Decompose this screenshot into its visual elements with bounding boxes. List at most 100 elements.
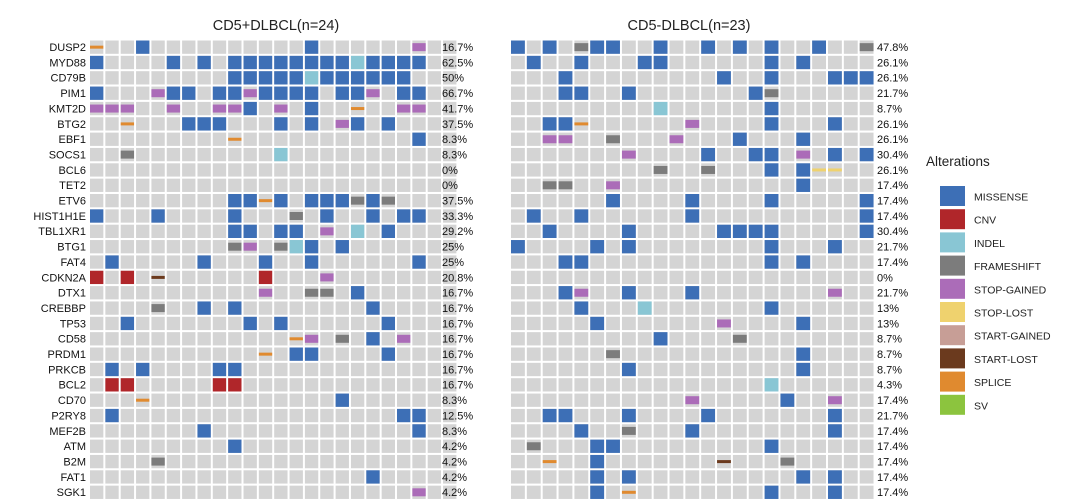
heatmap-cell	[748, 55, 763, 70]
heatmap-cell	[653, 362, 668, 377]
heatmap-cell	[685, 378, 700, 392]
heatmap-cell	[606, 362, 620, 377]
heatmap-row: 17.4%	[511, 424, 908, 438]
heatmap-cell	[621, 117, 636, 131]
heatmap-cell	[182, 101, 196, 116]
heatmap-cell	[748, 194, 763, 208]
heatmap-cell	[542, 209, 557, 223]
legend-label: START-GAINED	[974, 331, 1051, 343]
heatmap-cell	[197, 439, 211, 453]
heatmap-cell	[717, 132, 731, 146]
heatmap-cell	[197, 132, 211, 146]
heatmap-cell	[443, 240, 457, 254]
heatmap-cell	[304, 378, 319, 392]
heatmap-cell	[653, 316, 668, 331]
heatmap-cell	[859, 347, 874, 361]
alteration-mark-missense	[412, 209, 426, 223]
heatmap-cell	[228, 147, 242, 162]
heatmap-cell	[796, 424, 811, 438]
heatmap-cell	[669, 378, 684, 392]
heatmap-cell	[258, 439, 273, 453]
alteration-mark-missense	[197, 255, 211, 269]
heatmap-cell	[320, 117, 334, 131]
heatmap-row: 47.8%	[511, 40, 908, 54]
heatmap-cell	[812, 209, 826, 223]
alteration-mark-missense	[304, 40, 319, 54]
heatmap-cell	[427, 194, 442, 208]
heatmap-cell	[732, 240, 747, 254]
heatmap-cell	[812, 178, 826, 192]
heatmap-cell	[637, 393, 652, 407]
legend-swatch-indel	[940, 232, 965, 253]
heatmap-cell	[542, 439, 557, 453]
alteration-mark-stop-gained	[669, 135, 684, 144]
alteration-mark-missense	[412, 424, 426, 438]
heatmap-cell	[637, 147, 652, 162]
alteration-mark-missense	[574, 209, 589, 223]
percentage-label: 0%	[877, 272, 893, 284]
alteration-mark-missense	[732, 40, 747, 54]
heatmap-cell	[511, 454, 525, 469]
heatmap-cell	[166, 240, 181, 254]
alteration-mark-missense	[182, 86, 196, 100]
percentage-label: 8.3%	[442, 149, 467, 161]
heatmap-cell	[653, 147, 668, 162]
alteration-mark-missense	[412, 55, 426, 70]
alteration-mark-splice	[621, 490, 636, 494]
heatmap-cell	[105, 454, 119, 469]
heatmap-row: CD70 8.3%	[58, 393, 467, 407]
heatmap-cell	[366, 439, 380, 453]
alterations-legend: Alterations MISSENSECNVINDELFRAMESHIFTST…	[926, 154, 1051, 415]
heatmap-row: BCL2 16.7%	[58, 378, 473, 392]
alteration-mark-missense	[90, 209, 104, 223]
alteration-mark-missense	[511, 240, 525, 254]
heatmap-cell	[182, 316, 196, 331]
heatmap-cell	[366, 378, 380, 392]
heatmap-cell	[637, 408, 652, 423]
alteration-mark-missense	[289, 224, 303, 238]
alteration-mark-missense	[558, 117, 573, 131]
heatmap-cell	[621, 71, 636, 85]
heatmap-cell	[151, 147, 165, 162]
heatmap-cell	[151, 132, 165, 146]
heatmap-cell	[764, 393, 779, 407]
heatmap-cell	[289, 286, 303, 300]
heatmap-cell	[105, 240, 119, 254]
heatmap-cell	[105, 71, 119, 85]
heatmap-cell	[526, 147, 541, 162]
heatmap-cell	[590, 270, 605, 285]
alteration-mark-indel	[637, 301, 652, 315]
heatmap-cell	[764, 316, 779, 331]
heatmap-cell	[843, 301, 858, 315]
heatmap-cell	[304, 132, 319, 146]
heatmap-cell	[228, 178, 242, 192]
heatmap-cell	[335, 316, 349, 331]
alteration-mark-missense	[764, 224, 779, 238]
alteration-mark-missense	[350, 71, 365, 85]
heatmap-cell	[558, 194, 573, 208]
heatmap-cell	[289, 147, 303, 162]
heatmap-cell	[228, 117, 242, 131]
heatmap-cell	[526, 316, 541, 331]
heatmap-cell	[212, 163, 227, 177]
heatmap-cell	[542, 286, 557, 300]
alteration-mark-missense	[621, 470, 636, 484]
heatmap-row: 17.4%	[511, 485, 908, 499]
heatmap-cell	[443, 86, 457, 100]
heatmap-cell	[166, 194, 181, 208]
heatmap-cell	[243, 255, 257, 269]
alteration-mark-missense	[274, 194, 288, 208]
heatmap-cell	[182, 470, 196, 484]
heatmap-cell	[412, 470, 426, 484]
alteration-mark-missense	[304, 101, 319, 116]
heatmap-cell	[828, 316, 842, 331]
heatmap-cell	[780, 209, 795, 223]
percentage-label: 8.3%	[442, 134, 467, 146]
heatmap-cell	[443, 286, 457, 300]
heatmap-cell	[764, 362, 779, 377]
heatmap-cell	[166, 378, 181, 392]
heatmap-cell	[606, 378, 620, 392]
heatmap-cell	[542, 270, 557, 285]
heatmap-cell	[764, 286, 779, 300]
gene-label: BCL2	[58, 380, 86, 392]
